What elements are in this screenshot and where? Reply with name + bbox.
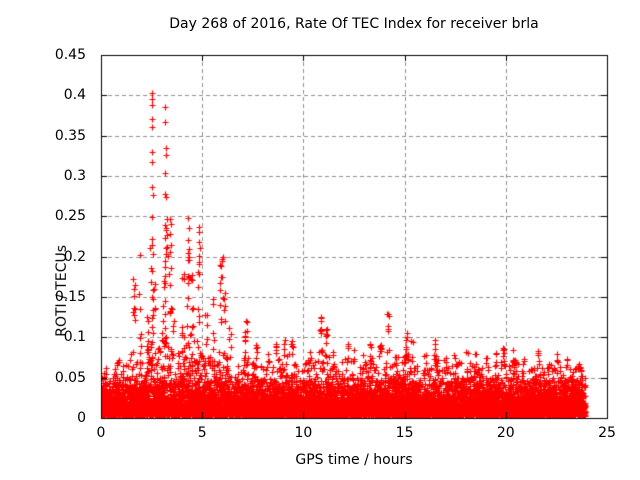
y-tick-label: 0.2 [63,248,86,265]
x-tick-label: 15 [395,425,414,441]
y-tick-label: 0.35 [54,127,86,144]
x-axis-label: GPS time / hours [295,452,413,468]
x-tick-label: 20 [496,425,515,441]
y-tick-label: 0.4 [63,87,86,104]
x-tick-label: 25 [598,425,616,441]
x-tick-label: 10 [294,425,313,441]
y-tick-label: 0.1 [63,329,86,346]
y-tick-label: 0.25 [54,208,86,225]
y-tick-label: 0 [77,410,86,426]
y-tick-label: 0.15 [54,289,86,305]
chart-title: Day 268 of 2016, Rate Of TEC Index for r… [169,16,539,32]
y-tick-label: 0.45 [54,47,86,63]
x-tick-label: 0 [96,425,106,441]
y-tick-label: 0.3 [63,168,86,184]
y-tick-label: 0.05 [54,369,86,386]
x-tick-label: 5 [197,425,207,441]
